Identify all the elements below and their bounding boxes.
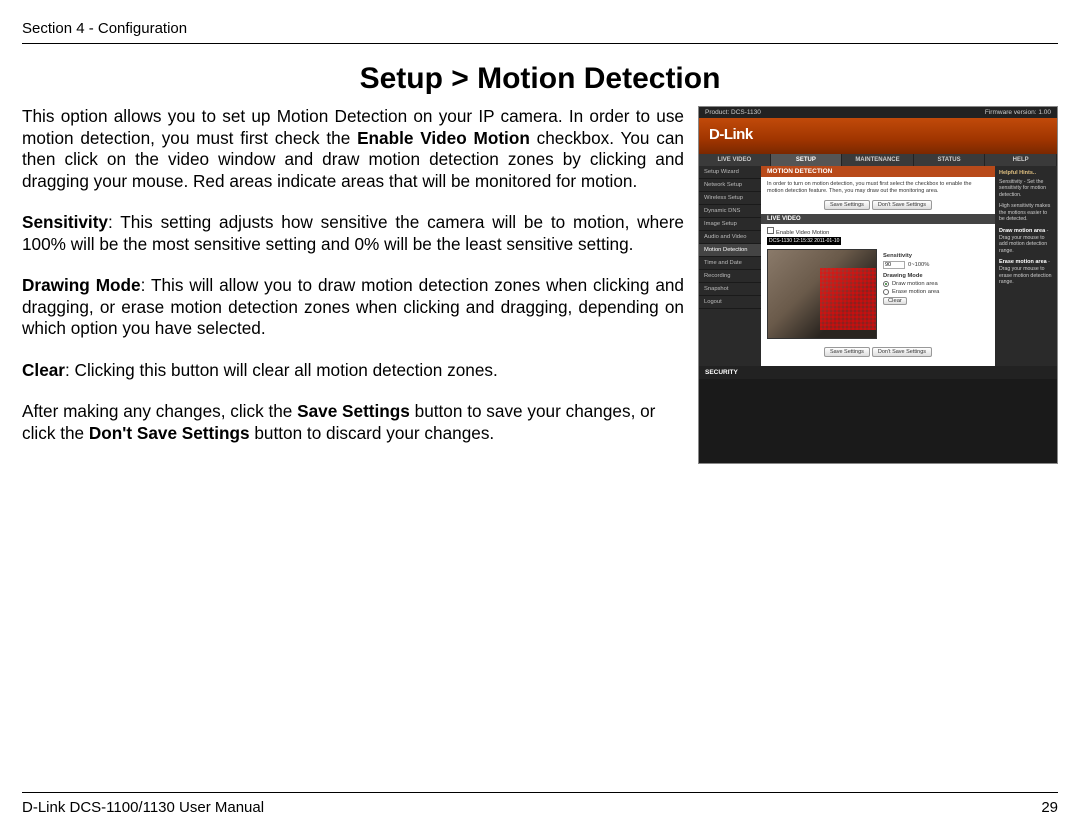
bold-dont-save-settings: Don't Save Settings (89, 423, 250, 443)
text: : Clicking this button will clear all mo… (65, 360, 498, 380)
live-row: Sensitivity 0~100% Drawing Mode Draw mot… (761, 245, 995, 343)
text: After making any changes, click the (22, 401, 297, 421)
intro-paragraph: This option allows you to set up Motion … (22, 106, 684, 192)
main-panel: MOTION DETECTION In order to turn on mot… (761, 166, 995, 366)
help-bold-erase: Erase motion area (999, 259, 1047, 265)
sidebar-item-logout[interactable]: Logout (699, 296, 761, 309)
panel-intro: In order to turn on motion detection, yo… (761, 177, 995, 198)
sidebar-item-audio-video[interactable]: Audio and Video (699, 231, 761, 244)
help-bold-draw: Draw motion area (999, 228, 1045, 234)
sensitivity-paragraph: Sensitivity: This setting adjusts how se… (22, 212, 684, 255)
erase-option-row: Erase motion area (883, 289, 989, 295)
sidebar-item-motion-detection[interactable]: Motion Detection (699, 244, 761, 257)
clear-button[interactable]: Clear (883, 297, 907, 305)
sidebar-item-setup-wizard[interactable]: Setup Wizard (699, 166, 761, 179)
drawing-mode-paragraph: Drawing Mode: This will allow you to dra… (22, 275, 684, 340)
bold-save-settings: Save Settings (297, 401, 410, 421)
draw-option-row: Draw motion area (883, 281, 989, 287)
shot-topbar: Product: DCS-1130 Firmware version: 1.00 (699, 107, 1057, 118)
tab-maintenance[interactable]: MAINTENANCE (842, 154, 914, 166)
sidebar-item-wireless-setup[interactable]: Wireless Setup (699, 192, 761, 205)
main-content-row: This option allows you to set up Motion … (22, 106, 1058, 464)
bold-sensitivity: Sensitivity (22, 212, 108, 232)
clear-paragraph: Clear: Clicking this button will clear a… (22, 360, 684, 382)
sensitivity-input[interactable] (883, 261, 905, 269)
embedded-screenshot: Product: DCS-1130 Firmware version: 1.00… (698, 106, 1058, 464)
enable-label: Enable Video Motion (776, 230, 829, 236)
shot-footer: SECURITY (699, 366, 1057, 379)
erase-motion-label: Erase motion area (892, 289, 939, 295)
dlink-logo: D-Link (699, 118, 1057, 151)
live-video-subheader: LIVE VIDEO (761, 214, 995, 224)
manual-title: D-Link DCS-1100/1130 User Manual (22, 799, 264, 816)
sidebar-item-image-setup[interactable]: Image Setup (699, 218, 761, 231)
erase-motion-radio[interactable] (883, 289, 889, 295)
dont-save-settings-button-bottom[interactable]: Don't Save Settings (872, 347, 932, 357)
bold-enable-video-motion: Enable Video Motion (357, 128, 530, 148)
bold-clear: Clear (22, 360, 65, 380)
save-settings-button-bottom[interactable]: Save Settings (824, 347, 870, 357)
help-text-3: Draw motion area - Drag your mouse to ad… (999, 228, 1053, 254)
product-label: Product: DCS-1130 (705, 109, 761, 116)
text: : This setting adjusts how sensitive the… (22, 212, 684, 254)
sensitivity-label: Sensitivity (883, 253, 989, 259)
tab-status[interactable]: STATUS (914, 154, 986, 166)
firmware-label: Firmware version: 1.00 (985, 109, 1051, 116)
page-number: 29 (1041, 799, 1058, 816)
section-header: Section 4 - Configuration (22, 20, 1058, 44)
sidebar-item-time-date[interactable]: Time and Date (699, 257, 761, 270)
sidebar: Setup Wizard Network Setup Wireless Setu… (699, 166, 761, 366)
drawing-mode-label: Drawing Mode (883, 273, 989, 279)
text: button to discard your changes. (250, 423, 495, 443)
video-preview[interactable] (767, 249, 877, 339)
help-text-4: Erase motion area - Drag your mouse to e… (999, 259, 1053, 285)
sidebar-item-snapshot[interactable]: Snapshot (699, 283, 761, 296)
tab-setup[interactable]: SETUP (771, 154, 843, 166)
help-title: Helpful Hints.. (999, 170, 1053, 177)
tab-live-video[interactable]: LIVE VIDEO (699, 154, 771, 166)
controls: Sensitivity 0~100% Drawing Mode Draw mot… (883, 249, 989, 339)
sidebar-item-recording[interactable]: Recording (699, 270, 761, 283)
bold-drawing-mode: Drawing Mode (22, 275, 141, 295)
sidebar-item-network-setup[interactable]: Network Setup (699, 179, 761, 192)
draw-motion-label: Draw motion area (892, 281, 938, 287)
clear-row: Clear (883, 297, 989, 305)
main-tabs: LIVE VIDEO SETUP MAINTENANCE STATUS HELP (699, 154, 1057, 166)
panel-title: MOTION DETECTION (761, 166, 995, 177)
enable-video-motion-checkbox[interactable] (767, 227, 774, 234)
shot-body: Setup Wizard Network Setup Wireless Setu… (699, 166, 1057, 366)
body-text-column: This option allows you to set up Motion … (22, 106, 684, 464)
enable-row: Enable Video Motion DCS-1130 12:15:32 20… (761, 224, 995, 245)
dont-save-settings-button[interactable]: Don't Save Settings (872, 200, 932, 210)
page-footer: D-Link DCS-1100/1130 User Manual 29 (22, 792, 1058, 816)
brand-banner: D-Link (699, 118, 1057, 154)
page-title: Setup > Motion Detection (22, 62, 1058, 96)
bottom-buttons: Save Settings Don't Save Settings (761, 343, 995, 363)
sidebar-item-dynamic-dns[interactable]: Dynamic DNS (699, 205, 761, 218)
video-timestamp: DCS-1130 12:15:32 2011-01-10 (767, 237, 841, 245)
top-buttons: Save Settings Don't Save Settings (761, 198, 995, 214)
help-text-2: High sensitivity makes the motions easie… (999, 203, 1053, 223)
motion-zone-overlay (820, 268, 876, 330)
help-sidebar: Helpful Hints.. Sensitivity - Set the se… (995, 166, 1057, 366)
save-settings-button[interactable]: Save Settings (824, 200, 870, 210)
sensitivity-range: 0~100% (908, 262, 929, 268)
help-text-1: Sensitivity - Set the sensitivity for mo… (999, 179, 1053, 199)
sensitivity-row: 0~100% (883, 261, 989, 269)
draw-motion-radio[interactable] (883, 281, 889, 287)
tab-help[interactable]: HELP (985, 154, 1057, 166)
save-paragraph: After making any changes, click the Save… (22, 401, 684, 444)
